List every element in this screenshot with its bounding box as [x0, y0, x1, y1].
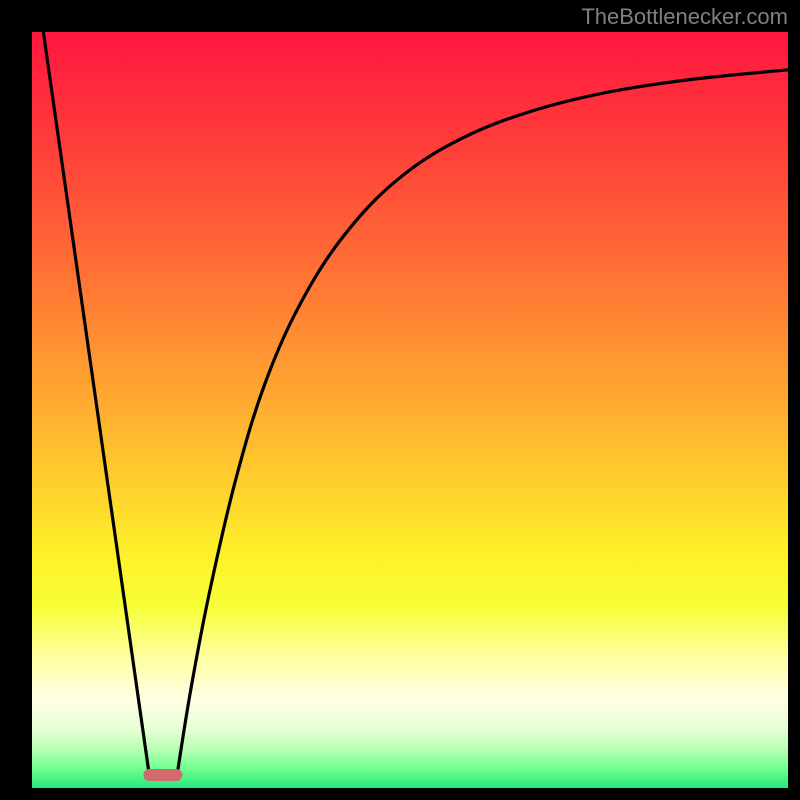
chart-area — [32, 32, 788, 788]
bottleneck-marker — [143, 769, 182, 781]
watermark-text: TheBottlenecker.com — [581, 4, 788, 30]
curve-layer — [32, 32, 788, 788]
curve-left-line — [43, 32, 149, 774]
curve-right-curve — [177, 70, 788, 775]
